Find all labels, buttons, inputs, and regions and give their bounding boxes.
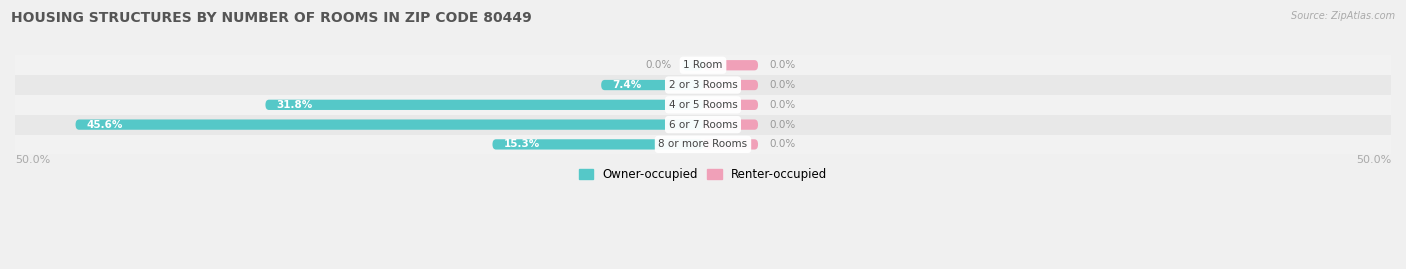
Text: 0.0%: 0.0%: [769, 60, 796, 70]
FancyBboxPatch shape: [703, 80, 758, 90]
Text: 0.0%: 0.0%: [769, 100, 796, 110]
Text: 2 or 3 Rooms: 2 or 3 Rooms: [669, 80, 737, 90]
Text: 15.3%: 15.3%: [503, 139, 540, 149]
Text: 1 Room: 1 Room: [683, 60, 723, 70]
FancyBboxPatch shape: [703, 139, 758, 150]
Legend: Owner-occupied, Renter-occupied: Owner-occupied, Renter-occupied: [574, 164, 832, 186]
Text: 0.0%: 0.0%: [769, 120, 796, 130]
Bar: [15, 115, 1391, 134]
FancyBboxPatch shape: [703, 100, 758, 110]
Text: 0.0%: 0.0%: [769, 139, 796, 149]
Bar: [15, 134, 1391, 154]
Bar: [15, 55, 1391, 75]
Text: 50.0%: 50.0%: [1355, 155, 1391, 165]
Text: 8 or more Rooms: 8 or more Rooms: [658, 139, 748, 149]
Text: 45.6%: 45.6%: [87, 120, 122, 130]
Text: 0.0%: 0.0%: [769, 80, 796, 90]
FancyBboxPatch shape: [703, 119, 758, 130]
Text: HOUSING STRUCTURES BY NUMBER OF ROOMS IN ZIP CODE 80449: HOUSING STRUCTURES BY NUMBER OF ROOMS IN…: [11, 11, 531, 25]
FancyBboxPatch shape: [492, 139, 703, 150]
FancyBboxPatch shape: [266, 100, 703, 110]
FancyBboxPatch shape: [682, 60, 703, 70]
Text: 0.0%: 0.0%: [645, 60, 671, 70]
Text: 6 or 7 Rooms: 6 or 7 Rooms: [669, 120, 737, 130]
Text: 7.4%: 7.4%: [612, 80, 641, 90]
Bar: [15, 75, 1391, 95]
FancyBboxPatch shape: [602, 80, 703, 90]
Text: 4 or 5 Rooms: 4 or 5 Rooms: [669, 100, 737, 110]
Text: 50.0%: 50.0%: [15, 155, 51, 165]
Bar: [15, 95, 1391, 115]
FancyBboxPatch shape: [76, 119, 703, 130]
Text: 31.8%: 31.8%: [277, 100, 312, 110]
Text: Source: ZipAtlas.com: Source: ZipAtlas.com: [1291, 11, 1395, 21]
FancyBboxPatch shape: [703, 60, 758, 70]
